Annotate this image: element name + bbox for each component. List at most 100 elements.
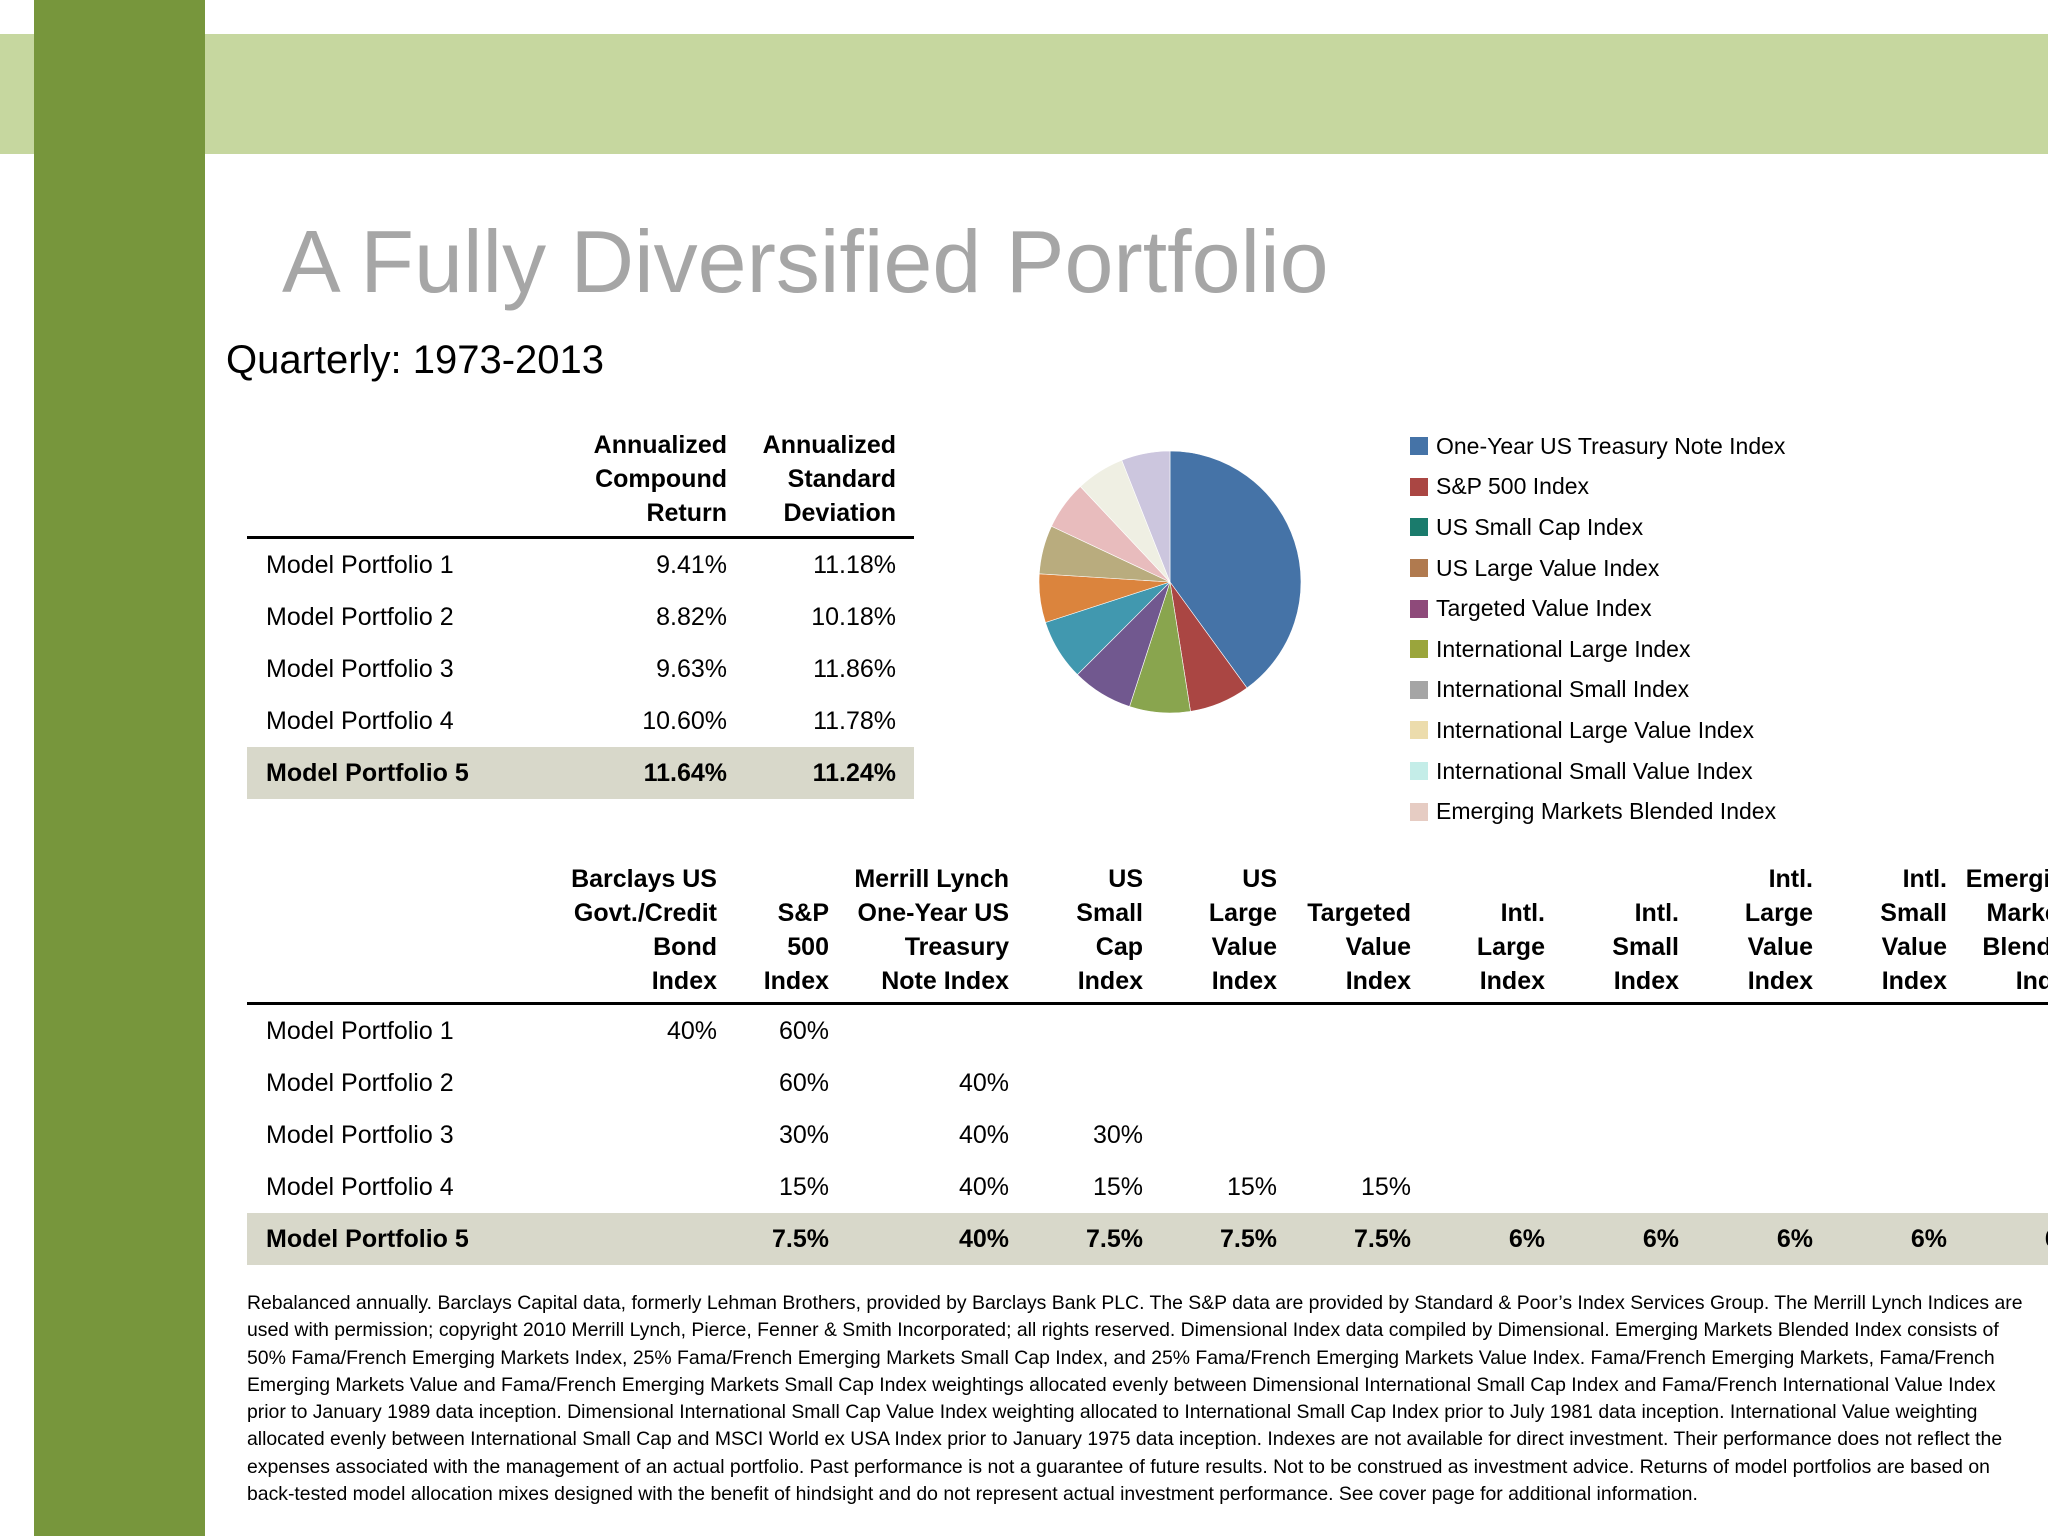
allocation-table-header-line: Barclays US — [571, 865, 717, 893]
allocation-table-body: Model Portfolio 1 40% 60% Model Portfolio 2… — [247, 1004, 2048, 1265]
allocation-table-cell — [557, 1213, 717, 1265]
legend-item: International Small Index — [1410, 670, 1785, 711]
summary-table-header-line: Deviation — [783, 499, 896, 527]
allocation-table-header-line: Emerging — [1965, 865, 2048, 893]
allocation-table-header-line: Cap — [1095, 933, 1143, 961]
allocation-table-header-line: Govt./Credit — [573, 899, 717, 927]
allocation-table-cell: 6% — [1776, 1224, 1813, 1253]
left-bar — [34, 0, 205, 1536]
summary-table-row: Model Portfolio 3 9.63% 11.86% — [247, 643, 914, 695]
allocation-table-header-4: US Small Cap Index — [1009, 862, 1143, 1004]
allocation-table-header-line: Treasury — [904, 933, 1009, 961]
allocation-table-cell — [1411, 1109, 1545, 1161]
allocation-table-cell — [1679, 1004, 1813, 1058]
allocation-table-cell — [1277, 1057, 1411, 1109]
allocation-table-cell: 60% — [778, 1068, 829, 1097]
allocation-table-cell: 6% — [1642, 1224, 1679, 1253]
summary-table-row-label: Model Portfolio 4 — [266, 706, 454, 735]
allocation-table-header-line: Index — [1881, 967, 1947, 995]
legend-item: International Small Value Index — [1410, 751, 1785, 792]
allocation-table-cell: 7.5% — [1220, 1224, 1277, 1253]
summary-table-row: Model Portfolio 2 8.82% 10.18% — [247, 591, 914, 643]
allocation-table-header-line: Index — [1613, 967, 1679, 995]
summary-table-body: Model Portfolio 1 9.41% 11.18% Model Portfo… — [247, 538, 914, 799]
allocation-table-header-line: Value — [1345, 933, 1411, 961]
allocation-table-cell: 7.5% — [1354, 1224, 1411, 1253]
summary-table-header-line: Compound — [595, 465, 727, 493]
allocation-table-cell: 7.5% — [1086, 1224, 1143, 1253]
allocation-table-header-line: S&P — [777, 899, 829, 927]
allocation-table-cell — [1411, 1161, 1545, 1213]
summary-table-cell: 11.18% — [813, 550, 896, 579]
legend-item: S&P 500 Index — [1410, 467, 1785, 508]
allocation-table-header-line: One-Year US — [857, 899, 1009, 927]
summary-table-header-line: Annualized — [593, 431, 727, 459]
allocation-table-header-line: Intl. — [1634, 899, 1679, 927]
allocation-table-header-line: Index — [763, 967, 829, 995]
summary-table-row-label: Model Portfolio 1 — [266, 550, 454, 579]
legend-label: International Large Value Index — [1436, 716, 1754, 743]
page-subtitle: Quarterly: 1973-2013 — [226, 338, 605, 382]
allocation-table-header: Barclays US Govt./Credit Bond Index S&P 500 In… — [247, 862, 2048, 1004]
allocation-table-header-9: Intl. Large Value Index — [1679, 862, 1813, 1004]
allocation-table-header-line: Index — [2015, 967, 2048, 995]
allocation-table-header-11: Emerging Markets Blended Index — [1947, 862, 2048, 1004]
allocation-table-header-line: Index — [651, 967, 717, 995]
allocation-table-header-line: Large — [1476, 933, 1545, 961]
allocation-table-header-line: Small — [1076, 899, 1143, 927]
allocation-table-header-5: US Large Value Index — [1143, 862, 1277, 1004]
allocation-table-cell — [557, 1161, 717, 1213]
allocation-table-header-line: Markets — [1986, 899, 2048, 927]
pie-slice-one-year-us-treasury-note-index — [1169, 450, 1302, 689]
allocation-table-row: Model Portfolio 2 60% 40% — [247, 1057, 2048, 1109]
legend-label: International Small Value Index — [1436, 757, 1753, 784]
allocation-table-cell: 6% — [1910, 1224, 1947, 1253]
allocation-table-cell — [1143, 1004, 1277, 1058]
allocation-table-cell: 40% — [958, 1120, 1009, 1149]
legend-swatch — [1410, 599, 1428, 618]
page-title: A Fully Diversified Portfolio — [282, 212, 1329, 311]
legend-swatch — [1410, 437, 1428, 456]
allocation-table-cell — [1545, 1161, 1679, 1213]
allocation-table-cell — [1545, 1057, 1679, 1109]
allocation-table-cell — [1277, 1109, 1411, 1161]
legend-swatch — [1410, 762, 1428, 781]
allocation-table-cell: 15% — [778, 1172, 829, 1201]
summary-table-cell: 10.60% — [642, 706, 727, 735]
legend-label: One-Year US Treasury Note Index — [1436, 432, 1786, 459]
allocation-table-cell: 40% — [958, 1224, 1009, 1253]
allocation-table-cell — [1545, 1004, 1679, 1058]
allocation-table-header-line: Intl. — [1768, 865, 1813, 893]
allocation-table-cell: 40% — [958, 1068, 1009, 1097]
legend-label: US Small Cap Index — [1436, 513, 1644, 540]
allocation-table-header-line: Intl. — [1500, 899, 1545, 927]
allocation-table-cell — [1947, 1057, 2048, 1109]
allocation-table-cell: 40% — [958, 1172, 1009, 1201]
allocation-table-cell: 30% — [778, 1120, 829, 1149]
allocation-table-cell: 15% — [1226, 1172, 1277, 1201]
summary-table-cell: 8.82% — [656, 602, 727, 631]
allocation-table-cell — [1411, 1004, 1545, 1058]
allocation-table-cell — [1143, 1057, 1277, 1109]
summary-table-cell: 11.78% — [813, 706, 896, 735]
summary-table-header-line: Annualized — [762, 431, 896, 459]
allocation-table-cell — [829, 1004, 1009, 1058]
allocation-table-cell — [1679, 1109, 1813, 1161]
allocation-table-header-7: Intl. Large Index — [1411, 862, 1545, 1004]
legend-item: Targeted Value Index — [1410, 588, 1785, 629]
allocation-table-header-line: Merrill Lynch — [854, 865, 1009, 893]
allocation-table-cell — [557, 1109, 717, 1161]
allocation-table-cell — [1143, 1109, 1277, 1161]
legend-item: US Small Cap Index — [1410, 507, 1785, 548]
allocation-table-cell — [1545, 1109, 1679, 1161]
allocation-table-header-line: Bond — [653, 933, 717, 961]
allocation-table-row-label: Model Portfolio 1 — [266, 1016, 454, 1045]
summary-table-header-1: Annualized Compound Return — [557, 428, 727, 538]
legend-label: International Small Index — [1436, 676, 1690, 703]
allocation-table-header-10: Intl. Small Value Index — [1813, 862, 1947, 1004]
legend-swatch — [1410, 640, 1428, 659]
legend-swatch — [1410, 802, 1428, 821]
allocation-table-cell — [1009, 1057, 1143, 1109]
allocation-table-header-line: Small — [1880, 899, 1947, 927]
allocation-table-header-line: Value — [1211, 933, 1277, 961]
